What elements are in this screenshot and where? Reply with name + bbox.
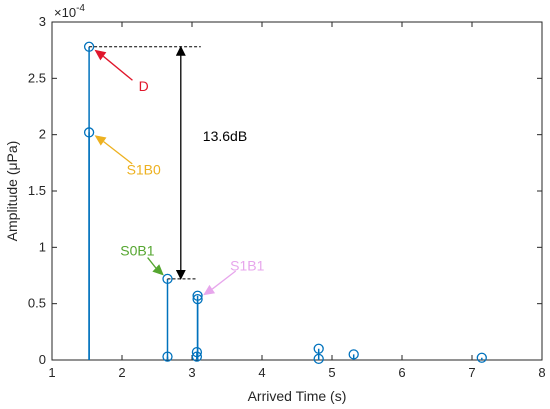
db-label: 13.6dB xyxy=(203,128,247,144)
annotation-arrow-head xyxy=(152,264,164,276)
y-exponent-label: ×10-4 xyxy=(54,3,85,20)
annotation-label: S0B1 xyxy=(120,243,154,259)
annotation-label: S1B0 xyxy=(127,162,161,178)
stem-marker xyxy=(162,273,173,285)
stem-marker xyxy=(192,294,203,305)
y-tick-label: 3 xyxy=(39,14,46,29)
stem-marker xyxy=(191,346,203,358)
x-tick-label: 5 xyxy=(328,365,335,380)
y-tick-label: 2.5 xyxy=(28,70,46,85)
x-tick-label: 3 xyxy=(188,365,195,380)
annotation-arrow-line xyxy=(102,55,133,81)
stem-marker xyxy=(83,127,95,138)
stem-marker xyxy=(191,351,203,362)
x-tick-label: 1 xyxy=(48,365,55,380)
stem-marker xyxy=(348,349,359,360)
y-axis-ticks: 0 0.5 1 1.5 2 2.5 3 xyxy=(28,14,542,367)
stem-marker xyxy=(83,41,95,52)
x-axis-ticks: 1 2 3 4 5 6 7 8 xyxy=(48,22,546,380)
stem-marker xyxy=(313,353,324,365)
y-tick-label: 1 xyxy=(39,239,46,254)
annotation-arrow-line xyxy=(103,141,133,165)
x-tick-label: 2 xyxy=(118,365,125,380)
x-tick-label: 4 xyxy=(258,365,265,380)
annotations: D S1B0 S0B1 S1B1 xyxy=(94,49,265,296)
annotation-arrow-line xyxy=(147,257,157,269)
stem-marker xyxy=(476,352,487,363)
stem-marker xyxy=(162,351,173,362)
annotation-label: D xyxy=(139,78,149,94)
annotation-label: S1B1 xyxy=(230,257,264,273)
y-tick-label: 0.5 xyxy=(28,296,46,311)
y-tick-label: 1.5 xyxy=(28,183,46,198)
plot-area xyxy=(51,21,543,361)
annotation-arrow-head xyxy=(94,135,107,146)
db-difference-marker: 13.6dB xyxy=(89,45,247,280)
y-tick-label: 0 xyxy=(39,352,46,367)
data-stems xyxy=(83,41,487,365)
annotation-arrow-line xyxy=(211,270,237,290)
y-axis-label: Amplitude (μPa) xyxy=(4,141,20,242)
annotation-arrow-head xyxy=(94,49,107,61)
y-tick-label: 2 xyxy=(39,127,46,142)
x-axis-label: Arrived Time (s) xyxy=(248,388,347,404)
stem-marker xyxy=(313,343,324,354)
x-tick-label: 7 xyxy=(468,365,475,380)
x-tick-label: 6 xyxy=(398,365,405,380)
annotation-arrow-head xyxy=(203,284,216,296)
x-tick-label: 8 xyxy=(538,365,545,380)
